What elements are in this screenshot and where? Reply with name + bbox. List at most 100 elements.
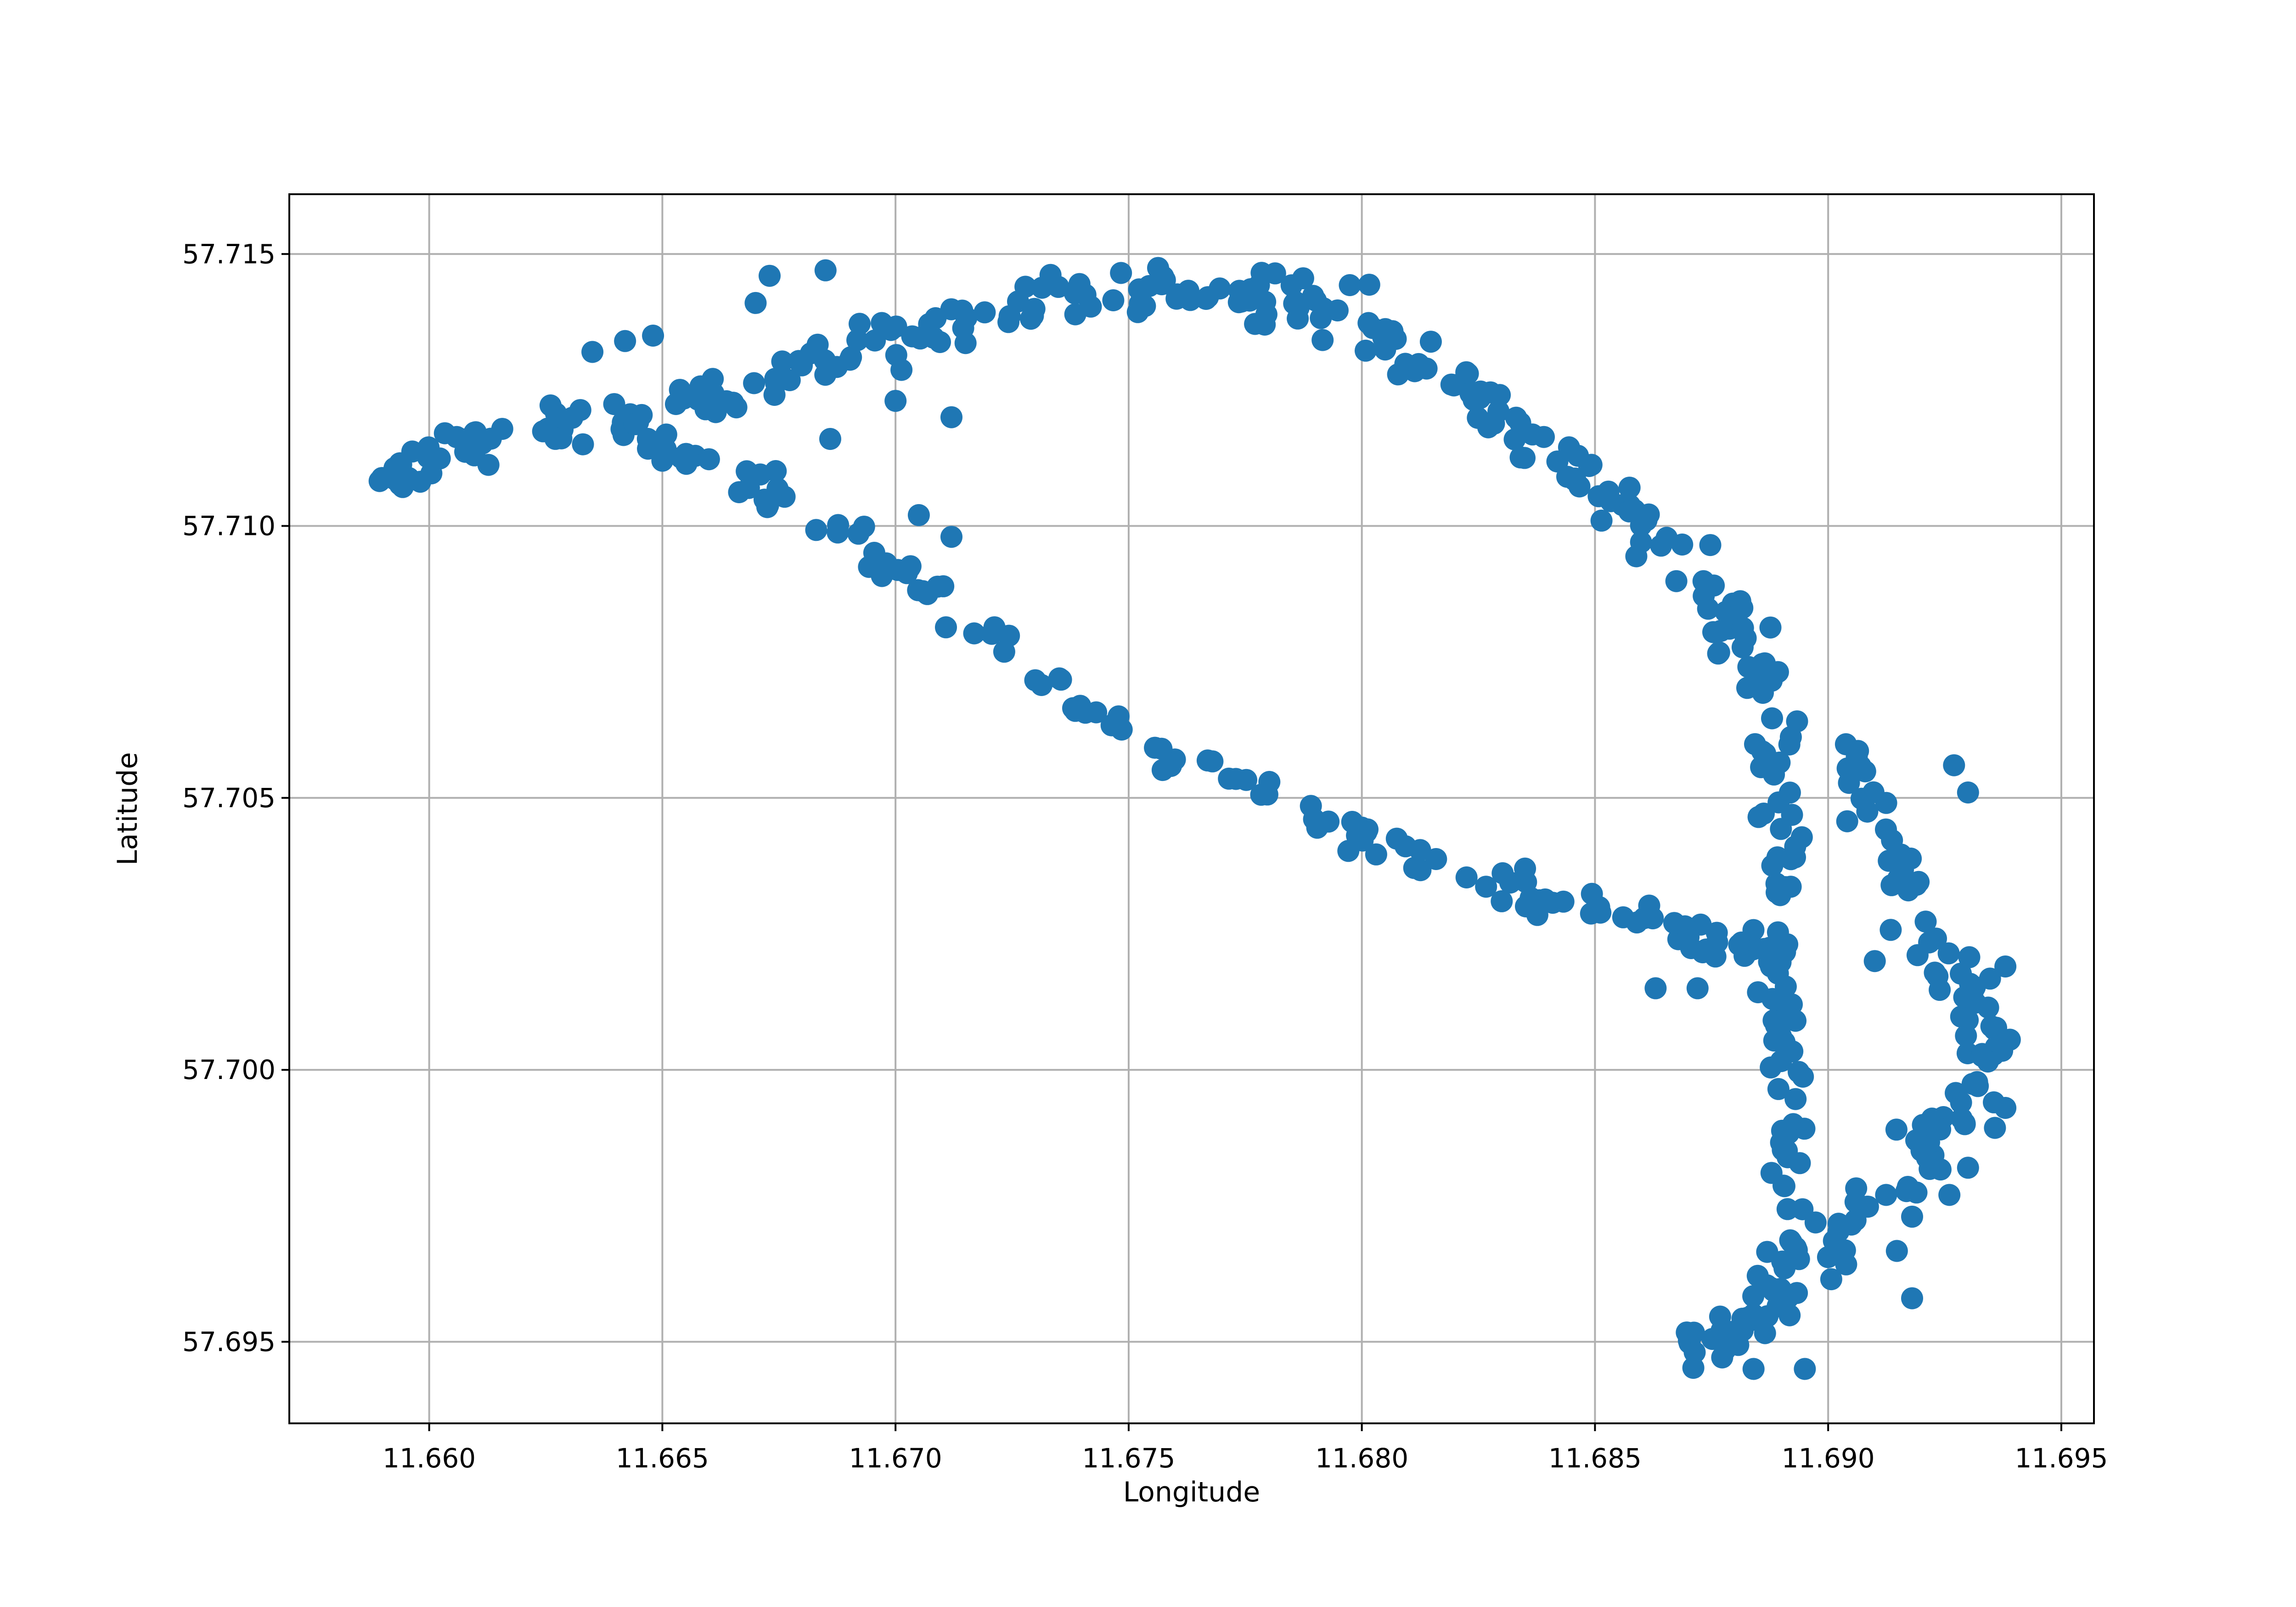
scatter-point [1736, 677, 1758, 699]
scatter-point [1753, 803, 1775, 825]
scatter-point [1751, 740, 1773, 763]
scatter-point [1938, 1184, 1961, 1206]
scatter-point [1682, 1357, 1705, 1379]
scatter-point [1686, 977, 1709, 1000]
scatter-point [603, 393, 625, 416]
scatter-point [935, 616, 957, 639]
x-axis-label: Longitude [1123, 1476, 1260, 1508]
scatter-point [1150, 737, 1173, 760]
scatter-point [624, 413, 647, 435]
scatter-point [1977, 996, 1999, 1019]
scatter-point [1998, 1028, 2021, 1051]
scatter-point [1756, 1241, 1778, 1263]
scatter-point [670, 446, 692, 469]
scatter-point [1218, 767, 1240, 790]
scatter-point [1589, 901, 1612, 924]
scatter-point [1792, 1066, 1814, 1088]
scatter-point [980, 623, 1003, 645]
scatter-point [1789, 1152, 1811, 1174]
scatter-point [428, 447, 451, 470]
scatter-point [1924, 961, 1946, 984]
scatter-point [698, 448, 720, 471]
scatter-point [998, 305, 1021, 327]
scatter-point [1365, 843, 1387, 865]
scatter-point [1048, 667, 1070, 690]
scatter-point [890, 359, 913, 381]
scatter-point [773, 485, 796, 508]
scatter-point [940, 406, 962, 428]
scatter-point [849, 313, 871, 335]
scatter-point [1384, 328, 1407, 350]
scatter-point [1134, 295, 1156, 317]
scatter-point [1875, 1184, 1897, 1206]
scatter-point [1929, 978, 1951, 1001]
y-tick-label: 57.700 [182, 1054, 276, 1085]
scatter-point [1727, 1334, 1750, 1356]
scatter-point [819, 428, 841, 450]
scatter-point [1880, 874, 1903, 896]
scatter-point [1767, 962, 1789, 985]
x-tick-label: 11.695 [2015, 1443, 2108, 1474]
scatter-point [864, 329, 886, 352]
scatter-point [895, 562, 918, 584]
scatter-point [433, 422, 456, 444]
scatter-point [477, 454, 500, 476]
scatter-point [1834, 1239, 1856, 1262]
scatter-point [814, 364, 837, 386]
scatter-point [1455, 866, 1478, 888]
scatter-point [974, 301, 996, 324]
scatter-point [669, 379, 691, 401]
scatter-point [744, 292, 767, 314]
scatter-point [572, 433, 594, 455]
scatter-point [1728, 933, 1750, 956]
scatter-point [1311, 329, 1334, 351]
scatter-point [1534, 888, 1556, 910]
scatter-point [853, 516, 875, 538]
scatter-point [1929, 1118, 1952, 1141]
scatter-point [1425, 848, 1447, 870]
scatter-point [1804, 1211, 1827, 1234]
scatter-point [544, 427, 567, 450]
scatter-point [763, 384, 786, 406]
scatter-point [1950, 962, 1972, 985]
scatter-point [1030, 674, 1053, 696]
scatter-point [1895, 1180, 1918, 1202]
scatter-point [1961, 1073, 1984, 1095]
scatter-point [1310, 307, 1332, 329]
scatter-point [1499, 871, 1521, 894]
scatter-point [1711, 1320, 1733, 1342]
scatter-point [1503, 428, 1526, 450]
scatter-point [651, 450, 674, 472]
scatter-point [743, 372, 765, 394]
scatter-point [655, 423, 677, 446]
scatter-point [774, 367, 796, 390]
scatter-point [1971, 1045, 1993, 1068]
scatter-point [1836, 810, 1858, 832]
scatter-point [1019, 308, 1042, 330]
scatter-point [880, 319, 902, 341]
scatter-point [1919, 1157, 1941, 1180]
scatter-point [1754, 1322, 1776, 1344]
scatter-point [1885, 1118, 1908, 1141]
scatter-point [1258, 771, 1281, 793]
scatter-point [1958, 946, 1981, 968]
scatter-point [1337, 840, 1360, 862]
scatter-point [1742, 1358, 1765, 1380]
scatter-point [1385, 827, 1408, 850]
scatter-point [1708, 641, 1730, 663]
scatter-point [1166, 283, 1188, 306]
scatter-point [1387, 363, 1409, 386]
scatter-point [1509, 446, 1532, 469]
y-tick-label: 57.710 [182, 511, 276, 542]
scatter-point [805, 519, 827, 541]
x-tick-label: 11.675 [1082, 1443, 1175, 1474]
scatter-point [1994, 1097, 2017, 1119]
scatter-point [1980, 1015, 2003, 1038]
scatter-point [1856, 800, 1879, 823]
scatter-point [1856, 1196, 1878, 1218]
scatter-point [907, 504, 930, 526]
scatter-point [884, 390, 907, 412]
scatter-point [1676, 1321, 1698, 1344]
scatter-point [1943, 754, 1965, 776]
scatter-point [1901, 1287, 1923, 1309]
